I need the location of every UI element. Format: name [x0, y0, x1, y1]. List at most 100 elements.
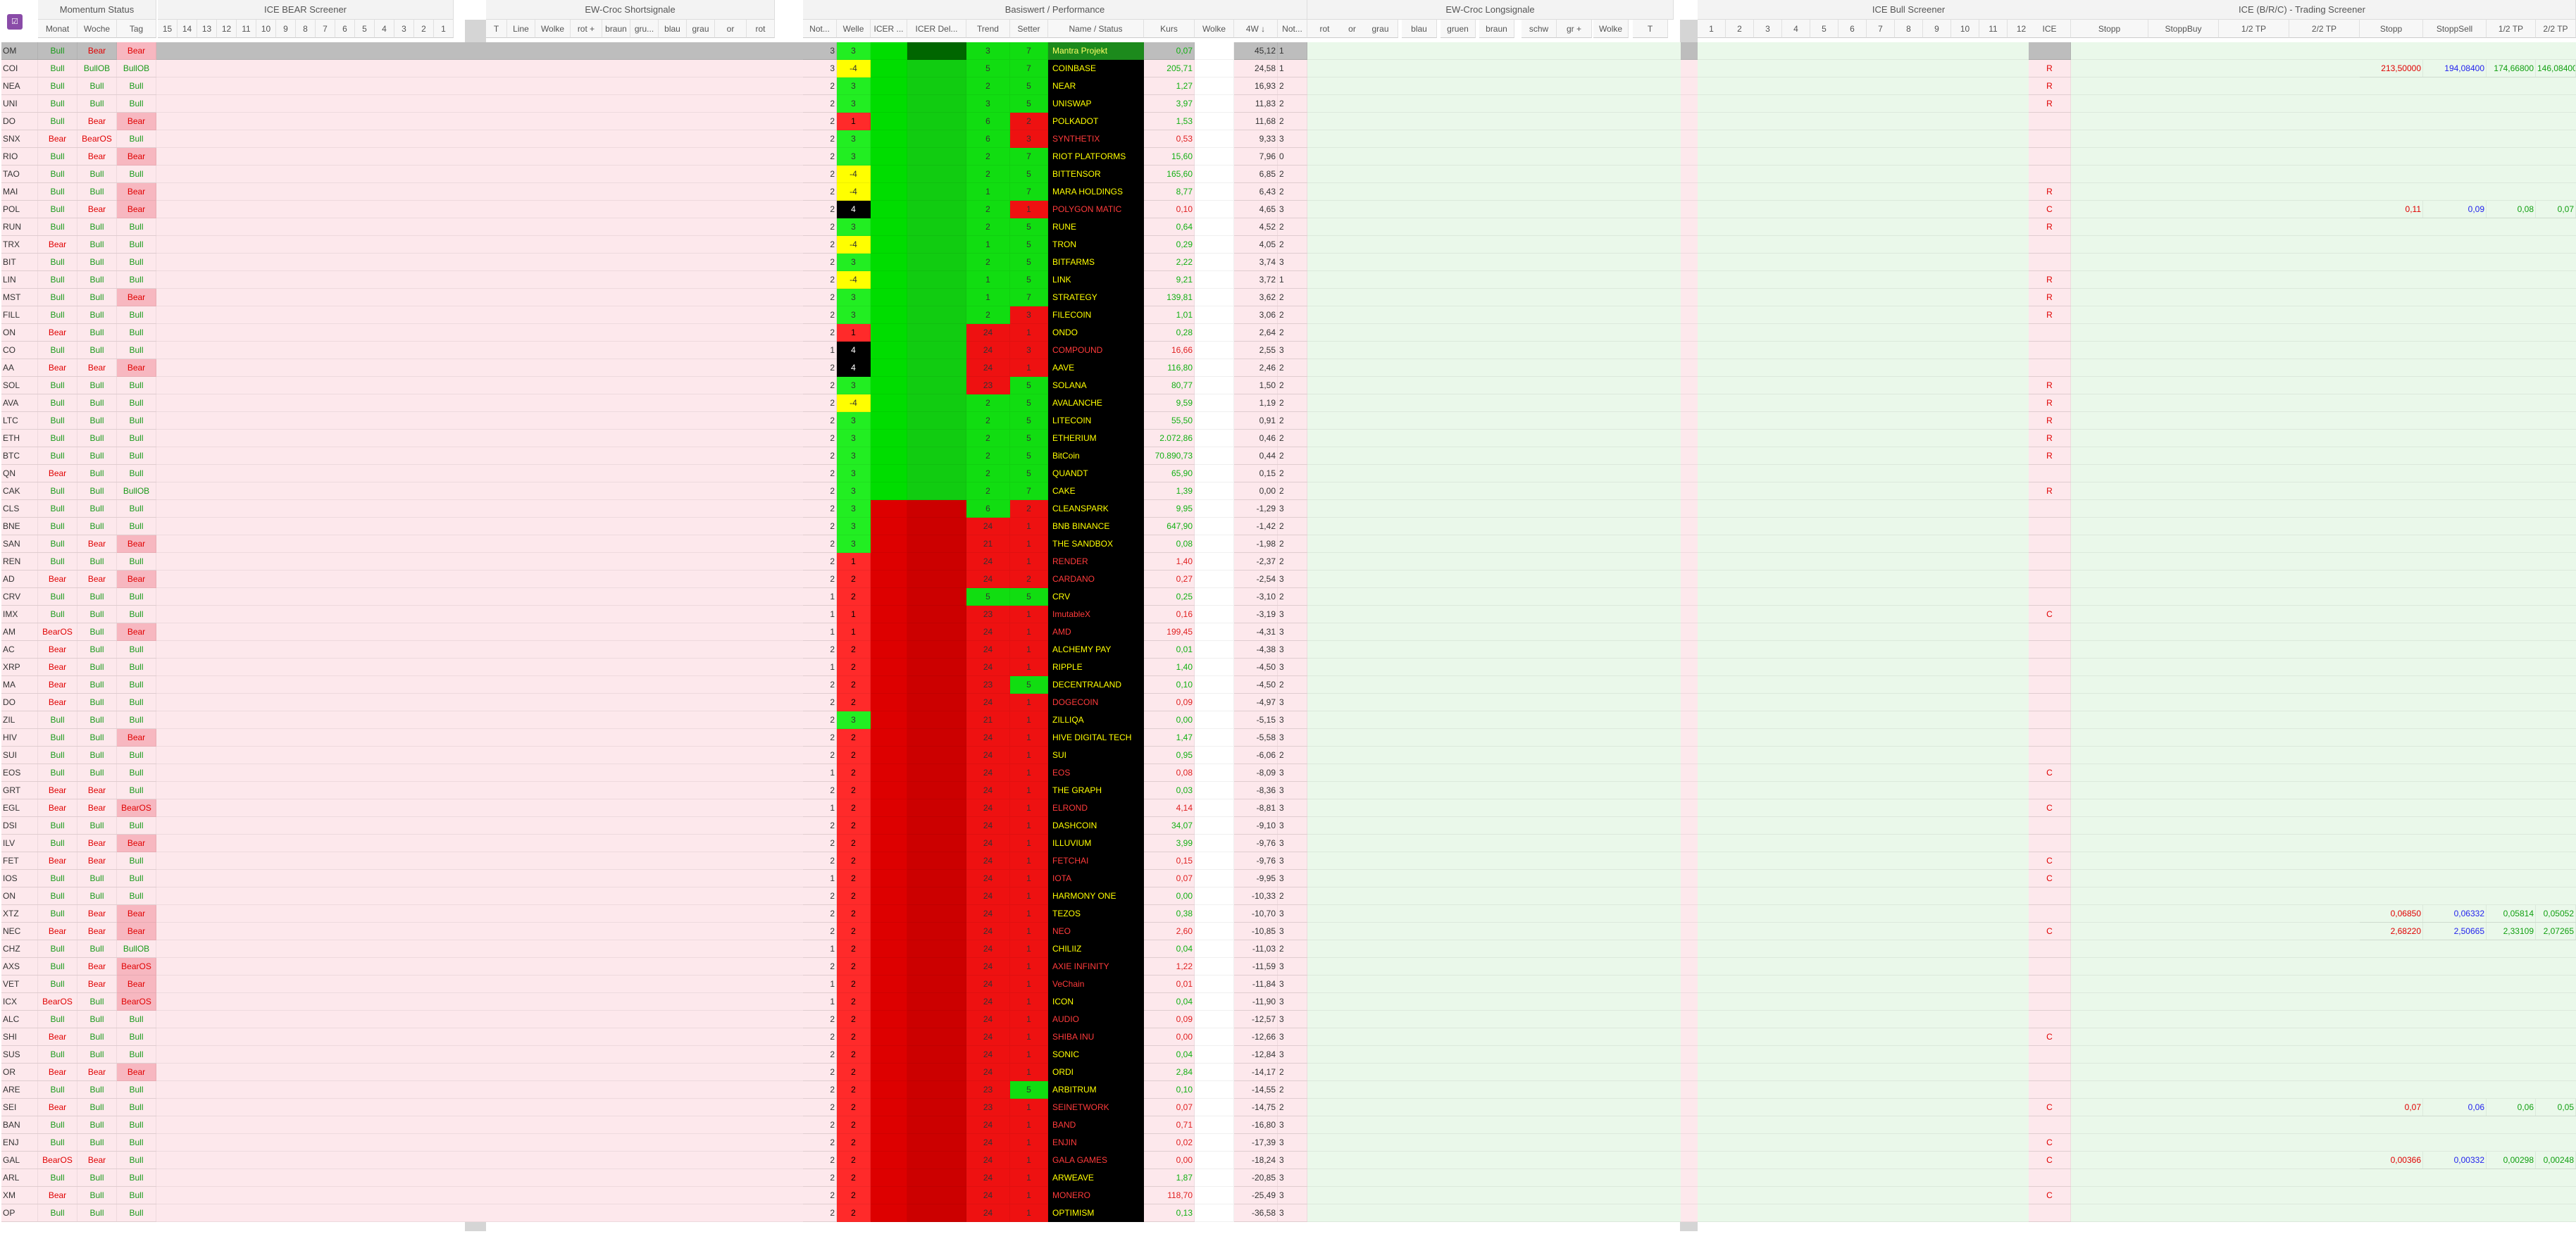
column-header[interactable]: ICER Del... [907, 20, 966, 38]
column-header[interactable]: rot + [571, 20, 602, 38]
column-header[interactable]: 10 [1951, 20, 1979, 38]
asset-name-cell[interactable]: Mantra Projekt [1048, 42, 1144, 60]
asset-name-cell[interactable]: AMD [1048, 623, 1144, 641]
asset-name-cell[interactable]: BAND [1048, 1116, 1144, 1134]
asset-name-cell[interactable]: FETCHAI [1048, 852, 1144, 870]
asset-name-cell[interactable]: ETHERIUM [1048, 430, 1144, 447]
asset-name-cell[interactable]: QUANDT [1048, 465, 1144, 482]
view-toggle-button[interactable]: ☑ [7, 14, 23, 30]
column-header[interactable]: 2/2 TP [2289, 20, 2360, 38]
asset-name-cell[interactable]: MARA HOLDINGS [1048, 183, 1144, 201]
asset-name-cell[interactable]: ENJIN [1048, 1134, 1144, 1152]
asset-name-cell[interactable]: VeChain [1048, 976, 1144, 993]
column-header[interactable]: Kurs [1144, 20, 1195, 38]
column-header[interactable]: 10 [256, 20, 276, 38]
column-header[interactable]: Welle [837, 20, 871, 38]
column-header[interactable]: 4W ↓ [1234, 20, 1278, 38]
asset-name-cell[interactable]: SUI [1048, 747, 1144, 764]
column-header[interactable]: Woche [77, 20, 117, 38]
column-header[interactable]: 4 [375, 20, 394, 38]
asset-name-cell[interactable]: NEAR [1048, 77, 1144, 95]
column-header[interactable]: 8 [1895, 20, 1923, 38]
asset-name-cell[interactable]: AAVE [1048, 359, 1144, 377]
asset-name-cell[interactable]: ICON [1048, 993, 1144, 1011]
asset-name-cell[interactable]: AXIE INFINITY [1048, 958, 1144, 976]
column-header[interactable]: 1 [1698, 20, 1726, 38]
column-header[interactable]: 15 [158, 20, 178, 38]
asset-name-cell[interactable]: THE GRAPH [1048, 782, 1144, 799]
column-header[interactable]: 2 [1726, 20, 1754, 38]
asset-name-cell[interactable]: RIOT PLATFORMS [1048, 148, 1144, 166]
asset-name-cell[interactable]: LITECOIN [1048, 412, 1144, 430]
column-header[interactable]: T [1633, 20, 1668, 38]
asset-name-cell[interactable]: OPTIMISM [1048, 1204, 1144, 1222]
column-header[interactable]: 5 [1810, 20, 1838, 38]
column-header[interactable]: 3 [1754, 20, 1782, 38]
column-header[interactable]: gruen [1441, 20, 1476, 38]
column-header[interactable]: 11 [237, 20, 256, 38]
asset-name-cell[interactable]: RUNE [1048, 218, 1144, 236]
column-header[interactable]: Setter [1010, 20, 1048, 38]
asset-name-cell[interactable]: UNISWAP [1048, 95, 1144, 113]
asset-name-cell[interactable]: SOLANA [1048, 377, 1144, 394]
asset-name-cell[interactable]: SYNTHETIX [1048, 130, 1144, 148]
asset-name-cell[interactable]: BNB BINANCE [1048, 518, 1144, 535]
column-header[interactable]: Wolke [1593, 20, 1629, 38]
column-header[interactable]: ICER ... [871, 20, 907, 38]
column-header[interactable]: grau [1363, 20, 1398, 38]
column-header[interactable]: 4 [1782, 20, 1810, 38]
column-header[interactable]: 2 [414, 20, 434, 38]
asset-name-cell[interactable]: COINBASE [1048, 60, 1144, 77]
asset-name-cell[interactable]: BITFARMS [1048, 254, 1144, 271]
asset-name-cell[interactable]: ORDI [1048, 1064, 1144, 1081]
column-header[interactable]: 13 [197, 20, 217, 38]
asset-name-cell[interactable]: POLKADOT [1048, 113, 1144, 130]
column-header[interactable]: Line [507, 20, 535, 38]
column-header[interactable]: StoppSell [2423, 20, 2487, 38]
column-header[interactable]: Wolke [1195, 20, 1234, 38]
column-header[interactable]: 5 [355, 20, 375, 38]
asset-name-cell[interactable]: DASHCOIN [1048, 817, 1144, 835]
column-header[interactable]: Wolke [535, 20, 571, 38]
column-header[interactable]: 9 [276, 20, 296, 38]
column-header[interactable]: Monat [38, 20, 77, 38]
asset-name-cell[interactable]: SHIBA INU [1048, 1028, 1144, 1046]
asset-name-cell[interactable]: RIPPLE [1048, 659, 1144, 676]
asset-name-cell[interactable]: TRON [1048, 236, 1144, 254]
column-header[interactable]: 12 [217, 20, 237, 38]
column-header[interactable]: Tag [117, 20, 156, 38]
column-header[interactable]: 1/2 TP [2219, 20, 2289, 38]
asset-name-cell[interactable]: BitCoin [1048, 447, 1144, 465]
asset-name-cell[interactable]: BITTENSOR [1048, 166, 1144, 183]
asset-name-cell[interactable]: NEO [1048, 923, 1144, 940]
column-header[interactable]: Not... [803, 20, 837, 38]
asset-name-cell[interactable]: RENDER [1048, 553, 1144, 571]
asset-name-cell[interactable]: IOTA [1048, 870, 1144, 887]
column-header[interactable]: or [715, 20, 747, 38]
column-header[interactable]: 6 [335, 20, 355, 38]
column-header[interactable]: 7 [1867, 20, 1895, 38]
asset-name-cell[interactable]: POLYGON MATIC [1048, 201, 1144, 218]
column-header[interactable]: T [486, 20, 507, 38]
column-header[interactable]: braun [602, 20, 630, 38]
asset-name-cell[interactable]: CARDANO [1048, 571, 1144, 588]
asset-name-cell[interactable]: ALCHEMY PAY [1048, 641, 1144, 659]
column-header[interactable]: StoppBuy [2148, 20, 2219, 38]
asset-name-cell[interactable]: TEZOS [1048, 905, 1144, 923]
column-header[interactable]: 14 [178, 20, 197, 38]
column-header[interactable]: 1 [434, 20, 454, 38]
asset-name-cell[interactable]: COMPOUND [1048, 342, 1144, 359]
column-header[interactable]: ICE [2029, 20, 2071, 38]
column-header[interactable]: blau [1402, 20, 1437, 38]
column-header[interactable]: 2/2 TP [2536, 20, 2576, 38]
asset-name-cell[interactable]: ILLUVIUM [1048, 835, 1144, 852]
asset-name-cell[interactable]: SONIC [1048, 1046, 1144, 1064]
column-header[interactable]: Stopp [2360, 20, 2423, 38]
asset-name-cell[interactable]: STRATEGY [1048, 289, 1144, 306]
column-header[interactable]: schw [1522, 20, 1557, 38]
asset-name-cell[interactable]: CLEANSPARK [1048, 500, 1144, 518]
column-header[interactable]: Stopp [2071, 20, 2148, 38]
column-header[interactable]: Not... [1278, 20, 1307, 38]
asset-name-cell[interactable]: DECENTRALAND [1048, 676, 1144, 694]
asset-name-cell[interactable]: ARWEAVE [1048, 1169, 1144, 1187]
